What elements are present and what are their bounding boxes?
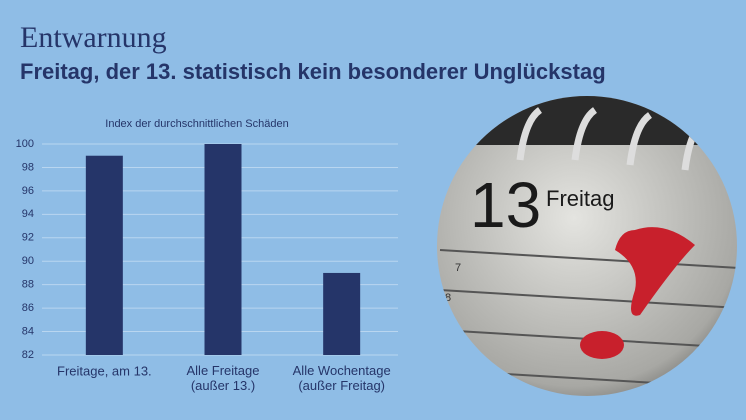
y-tick-label: 98 xyxy=(22,161,34,173)
x-tick-label: Freitage, am 13. xyxy=(57,363,152,378)
y-tick-label: 96 xyxy=(22,185,34,197)
bar xyxy=(85,155,123,355)
bar xyxy=(204,144,242,355)
y-tick-label: 88 xyxy=(22,279,34,291)
title: Entwarnung xyxy=(20,21,167,54)
y-axis-label: Index der durchschnittlichen Schäden xyxy=(105,118,288,130)
x-tick-label: Alle Freitage (außer 13.) xyxy=(187,363,260,393)
y-tick-label: 82 xyxy=(22,349,34,361)
y-tick-label: 100 xyxy=(16,138,34,150)
y-tick-label: 86 xyxy=(22,302,34,314)
y-tick-label: 92 xyxy=(22,232,34,244)
row-number: 8 xyxy=(445,292,451,304)
subtitle: Freitag, der 13. statistisch kein besond… xyxy=(20,59,606,84)
bar xyxy=(323,272,361,355)
row-number: 7 xyxy=(455,262,461,274)
y-tick-label: 84 xyxy=(22,325,34,337)
photo-day: 13 xyxy=(470,169,541,241)
x-tick-label: Alle Wochentage (außer Freitag) xyxy=(293,363,391,393)
y-tick-label: 94 xyxy=(22,208,34,220)
photo-weekday: Freitag xyxy=(546,186,614,211)
y-tick-label: 90 xyxy=(22,255,34,267)
calendar-photo: 13 Freitag 7 8 xyxy=(437,96,737,396)
